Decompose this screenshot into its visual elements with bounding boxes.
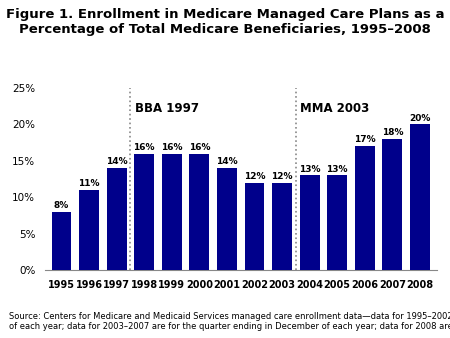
Bar (272, 183, 292, 270)
Bar (300, 175, 319, 270)
Bar (327, 175, 347, 270)
Bar (162, 153, 182, 270)
Text: 11%: 11% (78, 179, 100, 188)
Text: BBA 1997: BBA 1997 (135, 102, 198, 115)
Text: 16%: 16% (134, 143, 155, 152)
Text: MMA 2003: MMA 2003 (300, 102, 369, 115)
Bar (410, 124, 430, 270)
Bar (79, 190, 99, 270)
Text: Source: Centers for Medicare and Medicaid Services managed care enrollment data—: Source: Centers for Medicare and Medicai… (9, 312, 450, 331)
Text: 12%: 12% (244, 172, 266, 181)
Text: 13%: 13% (327, 165, 348, 174)
Text: 14%: 14% (216, 158, 238, 166)
Bar (355, 146, 375, 270)
Text: Figure 1. Enrollment in Medicare Managed Care Plans as a
Percentage of Total Med: Figure 1. Enrollment in Medicare Managed… (6, 8, 444, 37)
Bar (107, 168, 126, 270)
Text: 16%: 16% (161, 143, 183, 152)
Text: 14%: 14% (106, 158, 127, 166)
Text: 18%: 18% (382, 128, 403, 137)
Text: 12%: 12% (271, 172, 293, 181)
Bar (382, 139, 402, 270)
Bar (52, 212, 72, 270)
Bar (135, 153, 154, 270)
Bar (245, 183, 265, 270)
Text: 17%: 17% (354, 136, 376, 144)
Bar (217, 168, 237, 270)
Text: 13%: 13% (299, 165, 320, 174)
Text: 20%: 20% (409, 114, 431, 123)
Bar (189, 153, 209, 270)
Text: 16%: 16% (189, 143, 210, 152)
Text: 8%: 8% (54, 201, 69, 210)
